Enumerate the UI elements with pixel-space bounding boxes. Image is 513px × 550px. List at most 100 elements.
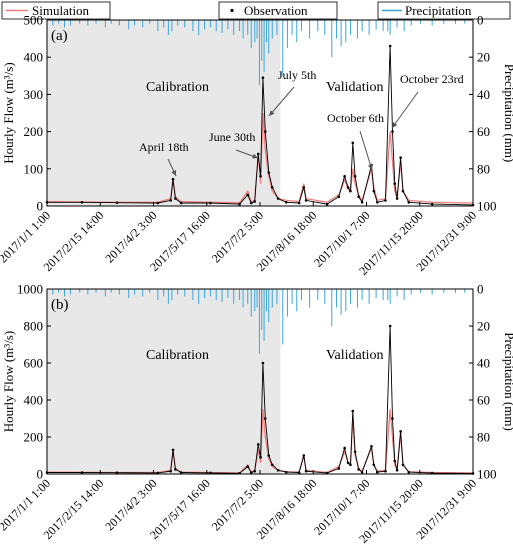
y2-tick-label: 0: [477, 13, 484, 28]
observation-point: [284, 200, 288, 204]
observation-point: [395, 197, 399, 200]
observation-point: [372, 189, 376, 193]
observation-point: [370, 444, 373, 448]
observation-point: [372, 463, 376, 467]
observation-point: [276, 197, 280, 200]
observation-point: [349, 463, 352, 467]
observation-point: [407, 200, 411, 204]
annotation-arrowhead: [269, 110, 275, 116]
observation-point: [343, 446, 346, 450]
y-tick-label: 600: [24, 356, 44, 371]
observation-point: [346, 461, 350, 465]
observation-point: [391, 130, 394, 133]
observation-point: [249, 201, 253, 205]
annotation-label: October 6th: [327, 111, 384, 125]
annotation-label: October 23rd: [400, 72, 464, 86]
y-tick-label: 500: [24, 13, 44, 28]
annotation-arrow: [268, 86, 295, 117]
observation-point: [388, 44, 392, 48]
legend-swatch-observation: [230, 8, 234, 13]
y2-tick-label: 40: [477, 87, 490, 102]
legend-box-observation: [218, 1, 338, 20]
observation-point: [263, 130, 267, 133]
legend-box-precipitation: [377, 1, 511, 20]
panel-label: (a): [51, 28, 68, 44]
observation-point: [253, 469, 257, 473]
x-tick-label: 2017/4/2 3:00: [102, 476, 159, 533]
observation-point: [375, 200, 379, 204]
y-tick-label: 1000: [17, 282, 43, 297]
observation-point: [399, 156, 402, 159]
observation-point: [171, 177, 175, 181]
observation-point: [156, 201, 160, 205]
observation-point: [407, 470, 411, 474]
y-tick-label: 800: [24, 319, 44, 334]
x-tick-label: 2017/7/2 5:00: [209, 476, 266, 533]
observation-point: [430, 202, 434, 206]
observation-point: [246, 465, 250, 468]
annotation-label: June 30th: [209, 130, 255, 144]
observation-point: [353, 174, 357, 178]
observation-point: [360, 470, 364, 474]
legend-box-simulation: [1, 1, 111, 20]
annotation-arrowhead: [171, 170, 177, 176]
observation-point: [270, 186, 274, 189]
observation-point: [169, 199, 173, 202]
validation-label: Validation: [326, 348, 384, 363]
observation-point: [238, 202, 241, 206]
observation-point: [80, 471, 84, 474]
annotation-arrowhead: [367, 164, 373, 170]
observation-point: [80, 200, 84, 204]
observation-point: [360, 200, 364, 204]
observation-point: [256, 152, 260, 156]
x-tick-label: 2017/7/2 5:00: [209, 208, 266, 265]
legend-label-precipitation: Precipitation: [405, 3, 472, 18]
x-tick-label: 2017/1/1 1:00: [0, 208, 53, 265]
panel-label: (b): [51, 297, 69, 313]
calibration-shade: [47, 20, 281, 206]
observation-point: [388, 324, 392, 328]
observation-point: [304, 199, 308, 202]
observation-point: [393, 182, 397, 185]
observation-point: [115, 201, 119, 204]
observation-point: [391, 417, 394, 420]
simulation-line: [46, 112, 474, 204]
observation-point: [325, 202, 329, 206]
observation-point: [115, 471, 119, 475]
x-tick-label: 2017/4/2 3:00: [102, 208, 159, 265]
observation-point: [261, 361, 265, 365]
panel-b: 0 200 400 600 800 1000 0 20 40 60 80 100 2017/1/1 1:…: [0, 282, 513, 546]
calibration-label: Calibration: [146, 348, 209, 363]
observation-point: [297, 201, 301, 205]
observation-point: [399, 430, 402, 433]
observation-point: [263, 417, 267, 420]
y2-tick-label: 80: [477, 430, 490, 445]
legend-label-observation: Observation: [244, 3, 308, 18]
observation-point: [343, 174, 346, 178]
observation-point: [349, 189, 352, 193]
observation-point: [337, 467, 341, 470]
observation-point: [297, 471, 301, 474]
observation-point: [401, 189, 405, 193]
annotation-arrowhead: [252, 153, 258, 159]
observation-point: [337, 195, 341, 198]
annotation-label: April 18th: [139, 140, 189, 154]
observation-point: [351, 409, 355, 413]
observation-point: [375, 470, 379, 474]
annotation-label: July 5th: [278, 68, 316, 82]
y-tick-label: 300: [24, 87, 44, 102]
legend-label-simulation: Simulation: [32, 3, 90, 18]
y2-axis-title: Precipitation (mm): [502, 332, 513, 431]
observation-point: [276, 469, 280, 472]
observation-point: [249, 471, 253, 474]
panel-a: 0 100 200 300 400 500 0 20 40 60 80 100 2017/1/1 1:0…: [0, 13, 513, 278]
observation-point: [169, 469, 173, 473]
observation-point: [259, 174, 262, 178]
observation-point: [174, 468, 177, 471]
calibration-shade: [47, 289, 281, 474]
observation-point: [171, 448, 175, 452]
observation-point: [259, 456, 262, 459]
observation-point: [284, 470, 288, 474]
validation-label: Validation: [326, 80, 384, 95]
